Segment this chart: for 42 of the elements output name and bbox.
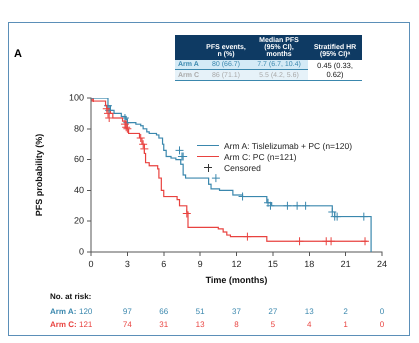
text: 37 [232,307,242,316]
text: 31 [159,320,169,330]
text: 27 [268,307,278,316]
x-tick-label: 6 [161,258,166,269]
legend-label: Arm A: Tislelizumab + PC (n=120) [224,140,352,150]
x-axis-title: Time (months) [206,275,268,286]
y-tick-label: 80 [74,123,84,134]
text: 2 [343,307,348,316]
x-tick-label: 18 [304,258,314,269]
y-axis-title: PFS probability (%) [34,134,44,216]
x-tick-label: 24 [376,258,388,269]
legend-label: Arm C: PC (n=121) [224,152,297,162]
x-tick-label: 15 [268,258,278,269]
text: Arm A: [50,307,76,316]
text: 5 [270,320,276,330]
text: 8 [234,320,240,330]
text: 120 [79,307,93,316]
text: 0 [380,320,385,330]
y-tick-label: 40 [74,184,84,195]
text: 0 [380,307,385,316]
text: 13 [304,307,314,316]
series-label: Censored [224,162,261,172]
x-tick-label: 21 [340,258,351,269]
text: A [14,48,22,60]
text: 121 [79,320,93,330]
x-tick-label: 12 [231,258,242,269]
text: 97 [122,307,132,316]
text: 74 [122,320,132,330]
text: 13 [196,320,206,330]
text: Arm C: [50,320,77,330]
x-tick-label: 0 [88,258,94,269]
y-tick-label: 20 [74,216,84,226]
y-tick-label: 100 [68,92,84,102]
text: 4 [307,320,312,330]
x-tick-label: 3 [124,258,130,269]
text: 51 [196,307,206,316]
x-tick-label: 9 [198,258,203,269]
text: 1 [343,320,348,330]
y-tick-label: 0 [78,246,84,256]
text: 66 [159,307,169,316]
text: No. at risk: [50,292,92,302]
y-tick-label: 60 [74,154,84,164]
